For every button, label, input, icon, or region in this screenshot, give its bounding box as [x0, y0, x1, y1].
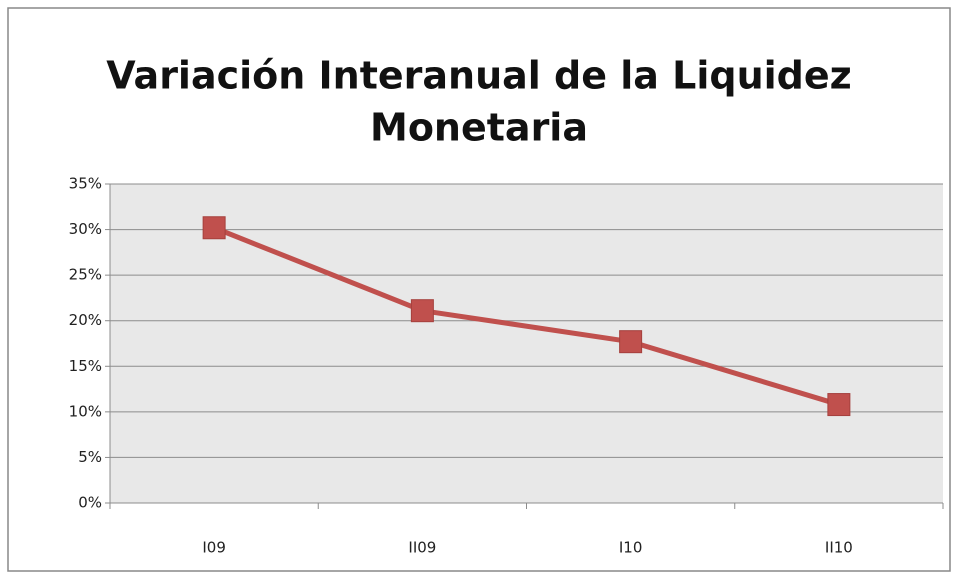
marker [619, 330, 643, 354]
y-tick-label: 5% [78, 448, 102, 466]
marker [202, 216, 226, 240]
x-tick-label: I10 [619, 539, 643, 557]
y-tick-label: 10% [69, 402, 102, 420]
x-tick-label: II10 [825, 539, 853, 557]
y-tick-label: 30% [69, 220, 102, 238]
y-tick-label: 20% [69, 311, 102, 329]
y-tick-label: 35% [69, 175, 102, 193]
series-line [213, 225, 840, 407]
chart-title: Monetaria [370, 106, 588, 150]
y-tick-label: 15% [69, 357, 102, 375]
y-tick-label: 0% [78, 494, 102, 512]
marker [410, 299, 434, 323]
y-tick-label: 25% [69, 266, 102, 284]
x-tick-label: II09 [408, 539, 436, 557]
marker [827, 393, 851, 417]
x-tick-label: I09 [202, 539, 226, 557]
plot-area [110, 184, 943, 503]
chart-title: Variación Interanual de la Liquidez [106, 54, 852, 98]
